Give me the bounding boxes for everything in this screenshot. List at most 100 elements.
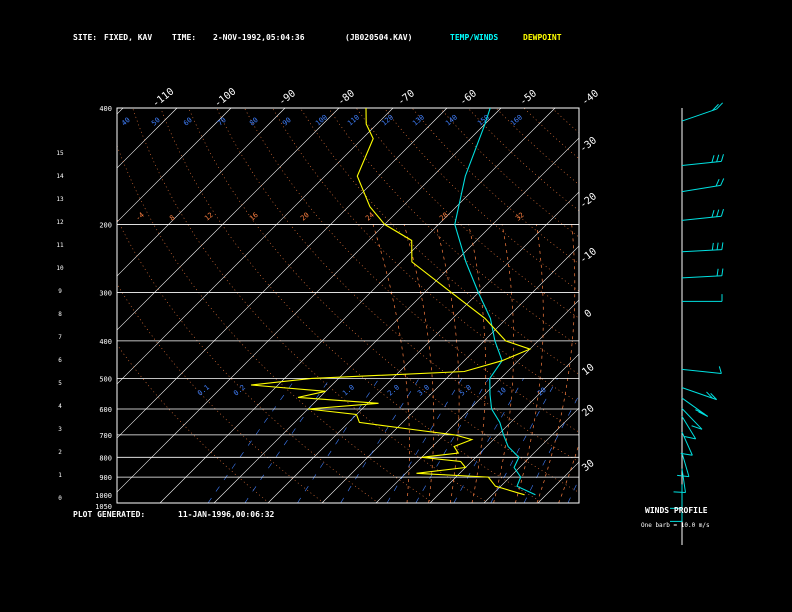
dry-adiabat-line bbox=[216, 108, 579, 463]
moist-adiabat-label: -4 bbox=[134, 211, 146, 223]
wind-barb-shaft bbox=[681, 416, 697, 440]
wind-barb-shaft bbox=[681, 452, 690, 477]
mixing-ratio-label: 20 bbox=[536, 386, 548, 398]
dry-adiabat-line bbox=[608, 108, 792, 503]
moist-adiabat-grid bbox=[372, 224, 718, 503]
isotherm-line bbox=[117, 108, 124, 115]
pressure-tick-label: 400 bbox=[99, 105, 112, 113]
top-temp-tick-label: -40 bbox=[580, 88, 601, 108]
moist-adiabat-label: 12 bbox=[203, 211, 215, 223]
dry-adiabat-line bbox=[272, 108, 579, 404]
dry-adiabat-line bbox=[551, 108, 579, 134]
top-temp-tick-label: -80 bbox=[336, 88, 357, 108]
isotherm-line bbox=[754, 108, 792, 503]
top-temp-tick-label: -110 bbox=[151, 86, 177, 110]
isotherm-line bbox=[375, 299, 579, 503]
moist-adiabat-label: 8 bbox=[168, 214, 176, 223]
top-temp-axis: -110 -100 -90 -80 -70 -60 -50 -40 bbox=[151, 86, 601, 110]
dry-adiabat-label: 110 bbox=[346, 113, 361, 127]
isotherm-line bbox=[117, 108, 340, 331]
pressure-tick-label: 1000 bbox=[95, 492, 112, 500]
dry-adiabat-line bbox=[117, 218, 379, 503]
right-temp-tick-label: 0 bbox=[583, 308, 595, 320]
height-tick-label: 8 bbox=[58, 311, 62, 318]
dewpoint-line bbox=[250, 108, 532, 496]
height-tick-label: 6 bbox=[58, 357, 62, 364]
top-temp-tick-label: -70 bbox=[396, 88, 417, 108]
wind-barb-flag bbox=[684, 435, 696, 440]
mixing-ratio-line bbox=[415, 378, 489, 503]
legend-dew: DEWPOINT bbox=[523, 33, 562, 42]
wind-profile-panel bbox=[670, 102, 725, 545]
moist-adiabat-line bbox=[558, 442, 579, 503]
wind-barb-flag bbox=[691, 425, 703, 430]
wind-barb-flag bbox=[720, 208, 724, 217]
dry-adiabat-line bbox=[300, 108, 579, 375]
moist-adiabat-line bbox=[435, 224, 460, 503]
height-tick-label: 11 bbox=[56, 242, 64, 249]
isotherm-line bbox=[117, 108, 502, 493]
right-temp-tick-label: -10 bbox=[578, 246, 599, 266]
isotherm-line bbox=[117, 108, 448, 439]
mixing-ratio-label: 1.0 bbox=[341, 383, 356, 397]
wind-barb-flag bbox=[721, 242, 724, 250]
mixing-ratio-line bbox=[386, 378, 463, 503]
site-value: FIXED, KAV bbox=[104, 33, 153, 42]
wind-barb-shaft bbox=[681, 408, 703, 430]
wind-barb-flag bbox=[673, 491, 686, 494]
right-temp-tick-label: 10 bbox=[580, 362, 596, 378]
height-tick-label: 7 bbox=[58, 334, 62, 341]
height-tick-label: 14 bbox=[56, 173, 64, 180]
dry-adiabat-label: 80 bbox=[248, 116, 260, 128]
mixing-ratio-label: 3.0 bbox=[416, 383, 431, 397]
dry-adiabat-label: 40 bbox=[120, 116, 132, 128]
dry-adiabat-line bbox=[467, 108, 579, 212]
pressure-tick-label: 200 bbox=[99, 221, 112, 229]
chart-header: SITE: FIXED, KAV TIME: 2-NOV-1992,05:04:… bbox=[0, 33, 792, 45]
top-temp-tick-label: -50 bbox=[518, 88, 539, 108]
isotherm-grid bbox=[117, 108, 792, 503]
wind-barb-flag bbox=[716, 209, 720, 217]
isotherm-line bbox=[537, 461, 579, 503]
dry-adiabat-line bbox=[495, 108, 579, 185]
dry-adiabat-label: 70 bbox=[216, 116, 228, 128]
pressure-tick-label: 800 bbox=[99, 454, 112, 462]
moist-adiabat-line bbox=[624, 224, 718, 503]
height-tick-label: 3 bbox=[58, 426, 62, 433]
dry-adiabat-line bbox=[692, 108, 792, 503]
pressure-tick-label: 700 bbox=[99, 432, 112, 440]
moist-adiabat-label: 16 bbox=[248, 211, 260, 223]
right-temp-tick-label: -30 bbox=[578, 135, 599, 155]
dry-adiabat-line bbox=[636, 108, 792, 503]
height-tick-label: 10 bbox=[56, 265, 64, 272]
isotherm-line bbox=[321, 245, 579, 503]
isotherm-line bbox=[159, 108, 556, 503]
dry-adiabat-line bbox=[188, 108, 579, 493]
wind-barb-shaft bbox=[681, 275, 722, 279]
dry-adiabat-label: 160 bbox=[509, 113, 524, 127]
right-temp-axis: -30 -20 -10 0 10 20 30 bbox=[578, 135, 599, 474]
mixing-ratio-line bbox=[207, 378, 297, 503]
height-tick-label: 9 bbox=[58, 288, 62, 295]
mixing-ratio-label: 0.1 bbox=[196, 383, 211, 397]
dry-adiabat-label: 150 bbox=[476, 113, 491, 127]
wind-barb-flag bbox=[718, 366, 722, 374]
moist-adiabat-line bbox=[372, 224, 410, 503]
height-tick-label: 4 bbox=[58, 403, 62, 410]
height-tick-label: 12 bbox=[56, 219, 64, 226]
isotherm-line bbox=[700, 108, 792, 503]
dry-adiabat-line bbox=[328, 108, 579, 347]
pressure-tick-label: 300 bbox=[99, 290, 112, 298]
footer-generated-value: 11-JAN-1996,00:06:32 bbox=[178, 510, 275, 519]
right-temp-tick-label: -20 bbox=[578, 191, 599, 211]
plot-frame bbox=[116, 107, 580, 504]
height-tick-label: 13 bbox=[56, 196, 64, 203]
dry-adiabat-grid bbox=[117, 108, 792, 503]
isotherm-line bbox=[483, 407, 579, 503]
dry-adiabat-line bbox=[523, 108, 579, 159]
height-tick-label: 0 bbox=[58, 495, 62, 502]
isobar-lines bbox=[117, 224, 579, 478]
wind-barb-shaft bbox=[681, 160, 722, 166]
isotherm-line bbox=[429, 353, 579, 503]
